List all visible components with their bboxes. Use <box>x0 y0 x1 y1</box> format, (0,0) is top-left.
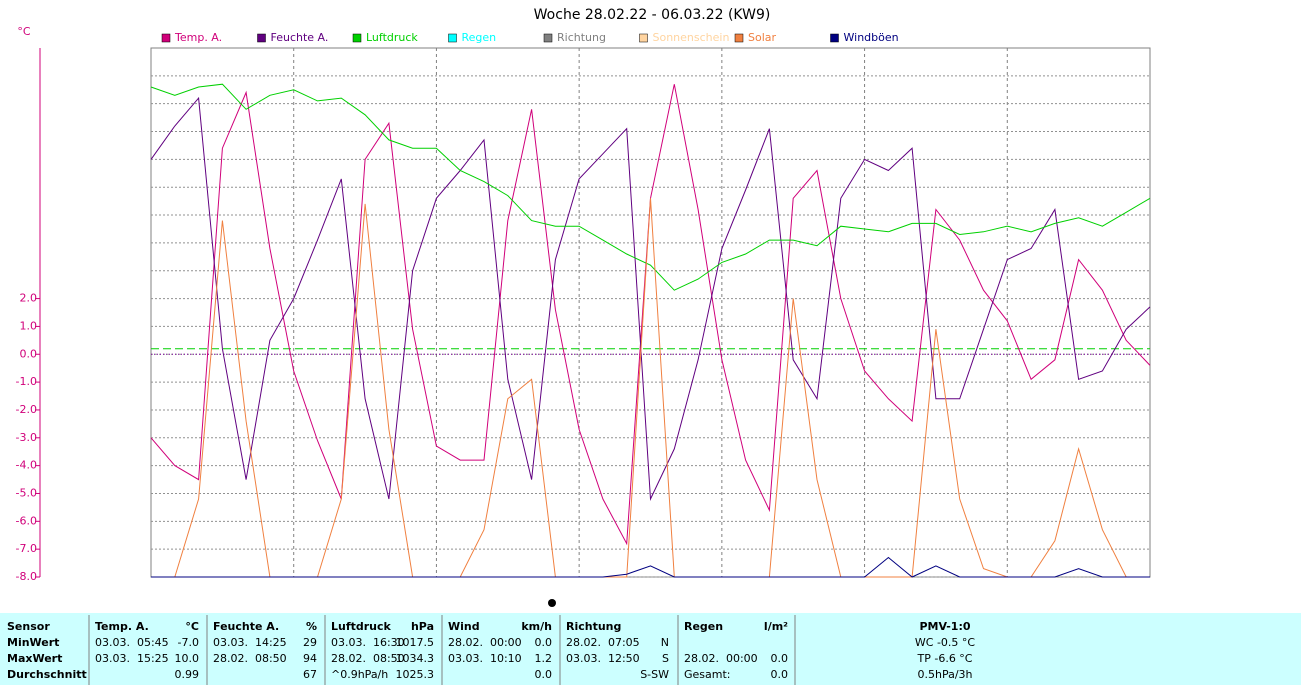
table-cell: MaxWert <box>7 652 62 665</box>
y-tick-label: -3.0 <box>16 431 37 444</box>
table-cell: 03.03. 10:10 <box>448 652 522 665</box>
y-tick-label: -1.0 <box>16 375 37 388</box>
table-cell: -7.0 <box>178 636 199 649</box>
table-cell: Durchschnitt <box>7 668 87 681</box>
table-cell: PMV-1:0 <box>920 620 971 633</box>
table-cell: ^0.9hPa/h <box>331 668 388 681</box>
table-cell: 03.03. 14:25 <box>213 636 287 649</box>
plot <box>150 75 1151 578</box>
stats-table: Sensor Temp. A. °C Feuchte A.% Luftdruck hPa W… <box>7 615 975 685</box>
table-cell: Temp. A. <box>95 620 149 633</box>
legend-label: Richtung <box>557 31 606 44</box>
table-cell: 0.0 <box>771 668 789 681</box>
table-cell: l/m² <box>764 620 788 633</box>
table-cell: 03.03. 16:30 <box>331 636 405 649</box>
y-tick-label: -7.0 <box>16 542 37 555</box>
y-tick-label: 0.0 <box>20 347 38 360</box>
legend-swatch <box>161 33 171 43</box>
legend-label: Luftdruck <box>366 31 418 44</box>
legend-label: Sonnenschein <box>653 31 730 44</box>
table-cell: S <box>662 652 669 665</box>
table-cell: S-SW <box>640 668 669 681</box>
table-cell: Sensor <box>7 620 50 633</box>
table-cell: 0.0 <box>771 652 789 665</box>
legend-swatch <box>830 33 839 43</box>
table-cell: 0.0 <box>535 636 553 649</box>
table-cell: Wind <box>448 620 480 633</box>
table-background <box>0 613 1301 685</box>
table-cell: 0.5hPa/3h <box>917 668 972 681</box>
table-cell: 28.02. 00:00 <box>684 652 758 665</box>
table-cell: 28.02. 07:05 <box>566 636 640 649</box>
table-cell: Feuchte A. <box>213 620 279 633</box>
table-cell: 28.02. 00:00 <box>448 636 522 649</box>
table-cell: N <box>661 636 669 649</box>
y-tick-label: -4.0 <box>16 459 37 472</box>
plot-frame <box>150 47 1151 578</box>
table-cell: WC -0.5 °C <box>915 636 976 649</box>
table-cell: Regen <box>684 620 723 633</box>
y-tick-label: -8.0 <box>16 570 37 583</box>
legend-label: Windböen <box>844 31 899 44</box>
legend-swatch <box>543 33 553 43</box>
y-tick-label: 1.0 <box>20 319 38 332</box>
y-tick-label: 2.0 <box>20 292 38 305</box>
table-cell: 67 <box>303 668 317 681</box>
series-line <box>151 556 1150 578</box>
series-line <box>150 96 1151 501</box>
legend-swatch <box>734 33 744 43</box>
table-cell: 1025.3 <box>396 668 435 681</box>
chart-title: Woche 28.02.22 - 06.03.22 (KW9) <box>534 7 771 23</box>
table-cell: % <box>306 620 317 633</box>
series-line <box>150 83 1151 291</box>
legend-label: Temp. A. <box>174 31 222 44</box>
table-cell: 0.0 <box>535 668 553 681</box>
table-cell: 03.03. 12:50 <box>566 652 640 665</box>
table-cell: Gesamt: <box>684 668 731 681</box>
table-cell: 28.02. 08:50 <box>331 652 405 665</box>
y-axis-label: °C <box>17 25 31 38</box>
table-cell: 94 <box>303 652 317 665</box>
table-cell: MinWert <box>7 636 59 649</box>
table-cell: 29 <box>303 636 317 649</box>
table-cell: 1034.3 <box>396 652 435 665</box>
table-cell: 10.0 <box>175 652 200 665</box>
table-cell: Richtung <box>566 620 621 633</box>
table-cell: Luftdruck <box>331 620 392 633</box>
table-cell: 03.03. 05:45 <box>95 636 169 649</box>
table-cell: hPa <box>411 620 434 633</box>
table-cell: 0.99 <box>175 668 200 681</box>
table-cell: TP -6.6 °C <box>917 652 973 665</box>
legend-label: Solar <box>748 31 777 44</box>
table-cell: °C <box>185 620 199 633</box>
table-cell: 03.03. 15:25 <box>95 652 169 665</box>
legend-swatch <box>448 33 457 43</box>
y-tick-label: -6.0 <box>16 514 37 527</box>
table-cell: km/h <box>521 620 552 633</box>
day-lines <box>293 48 1008 577</box>
table-cell: 1.2 <box>535 652 553 665</box>
legend-swatch <box>257 33 266 43</box>
y-tick-label: -2.0 <box>16 403 37 416</box>
table-cell: 1017.5 <box>396 636 435 649</box>
y-tick-label: -5.0 <box>16 486 37 499</box>
legend-label: Feuchte A. <box>271 31 329 44</box>
legend-swatch <box>639 33 648 43</box>
legend-swatch <box>352 33 362 43</box>
legend-label: Regen <box>462 31 497 44</box>
table-cell: 28.02. 08:50 <box>213 652 287 665</box>
icon <box>548 599 556 607</box>
